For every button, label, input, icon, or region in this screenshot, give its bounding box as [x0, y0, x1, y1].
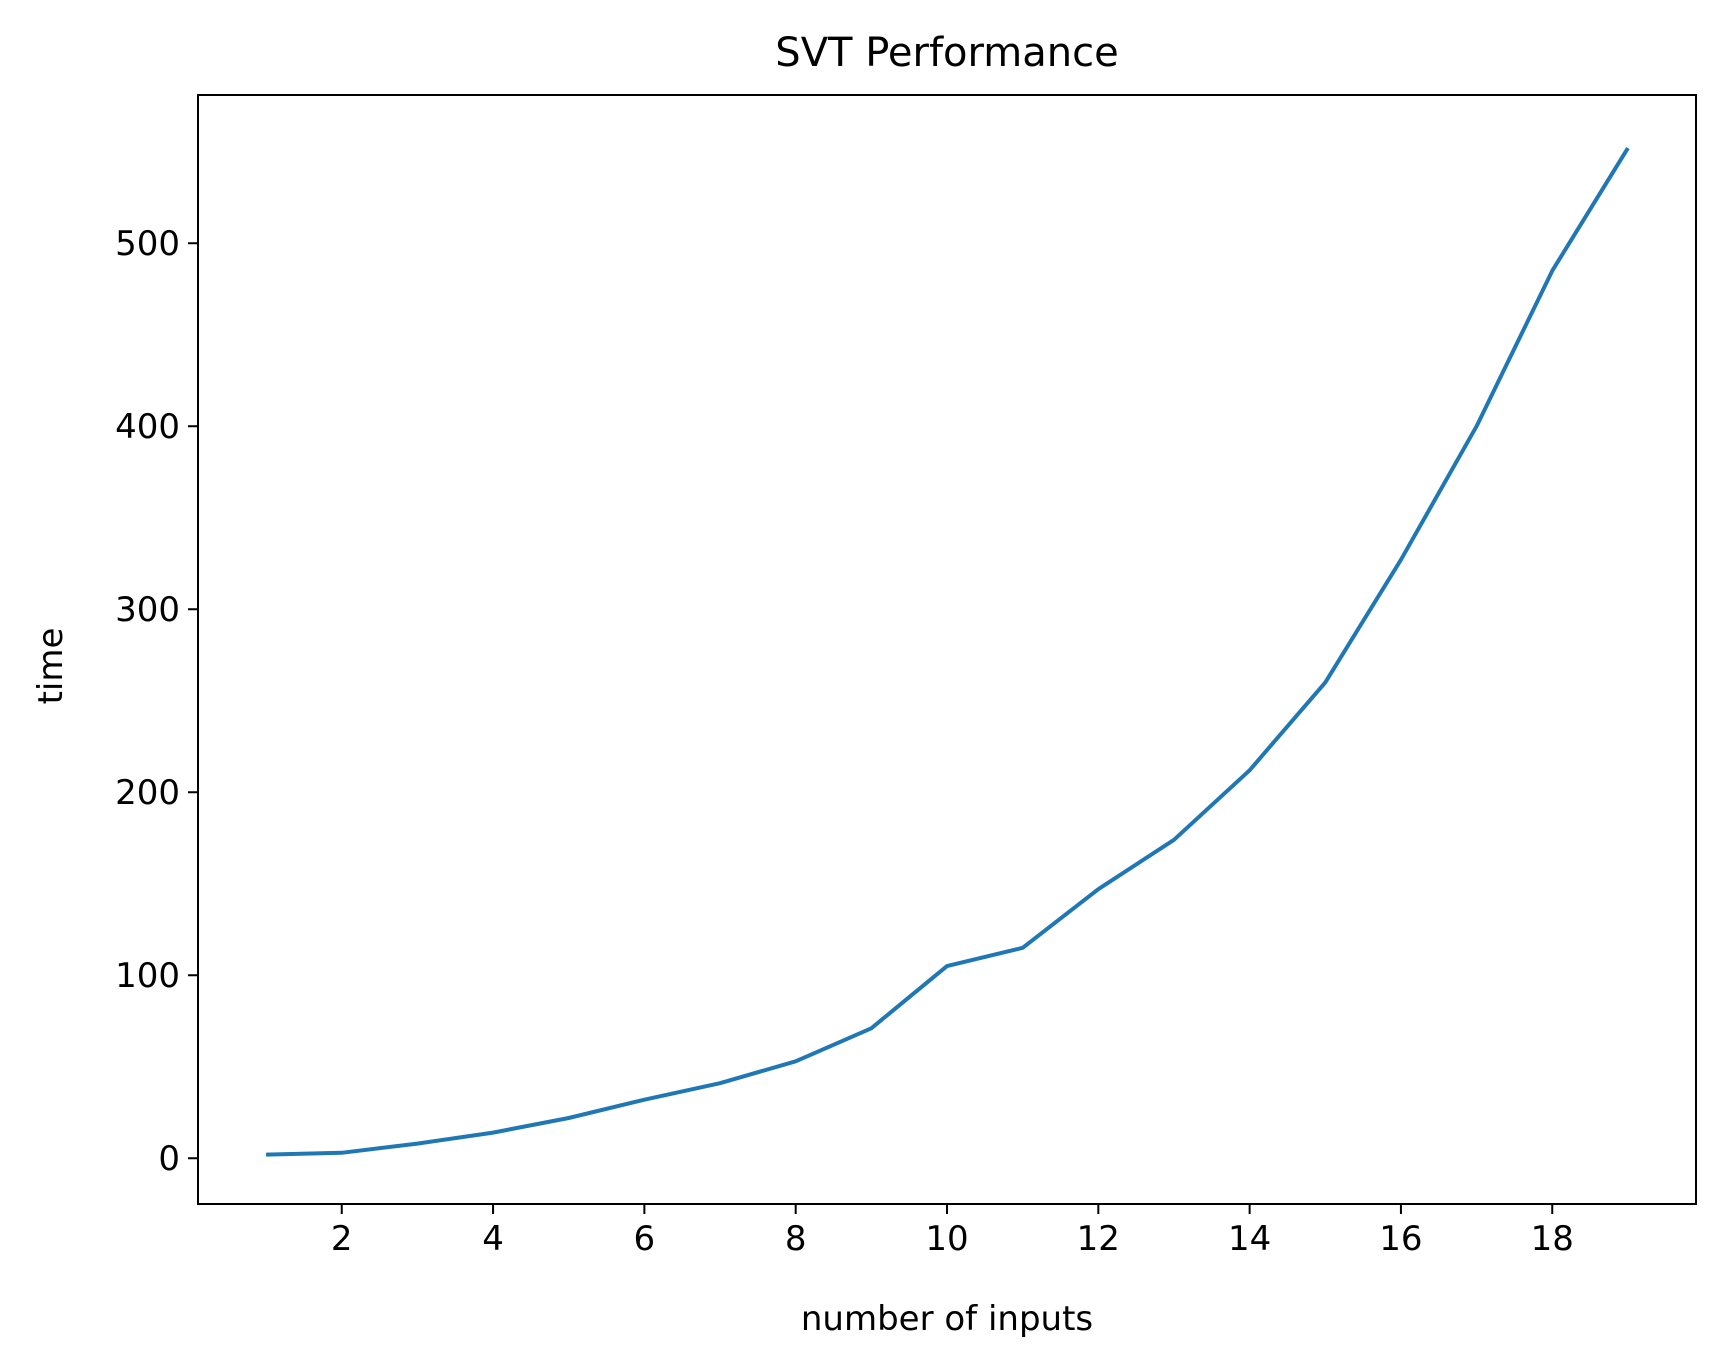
x-tick-label: 10: [925, 1219, 968, 1259]
x-tick-label: 12: [1077, 1219, 1120, 1259]
series-line: [266, 147, 1630, 1157]
y-axis-label: time: [31, 628, 71, 705]
y-axis-ticks: 0 100 200 300 400 500: [115, 224, 198, 1179]
x-tick-label: 2: [331, 1219, 353, 1259]
chart-title: SVT Performance: [775, 30, 1118, 76]
y-tick-label: 100: [115, 956, 180, 996]
y-tick-label: 0: [158, 1139, 180, 1179]
x-tick-label: 4: [482, 1219, 504, 1259]
y-tick-label: 500: [115, 224, 180, 264]
y-tick-label: 300: [115, 590, 180, 630]
x-tick-label: 16: [1379, 1219, 1422, 1259]
x-tick-label: 8: [785, 1219, 807, 1259]
x-axis-ticks: 2 4 6 8 10 12 14 16 18: [331, 1204, 1574, 1259]
plot-area-frame: [197, 94, 1697, 1205]
y-tick-label: 400: [115, 407, 180, 447]
x-axis-label: number of inputs: [801, 1299, 1093, 1339]
x-tick-label: 6: [634, 1219, 656, 1259]
y-tick-label: 200: [115, 773, 180, 813]
series-layer: [266, 147, 1630, 1157]
x-tick-label: 18: [1531, 1219, 1574, 1259]
x-tick-label: 14: [1228, 1219, 1271, 1259]
